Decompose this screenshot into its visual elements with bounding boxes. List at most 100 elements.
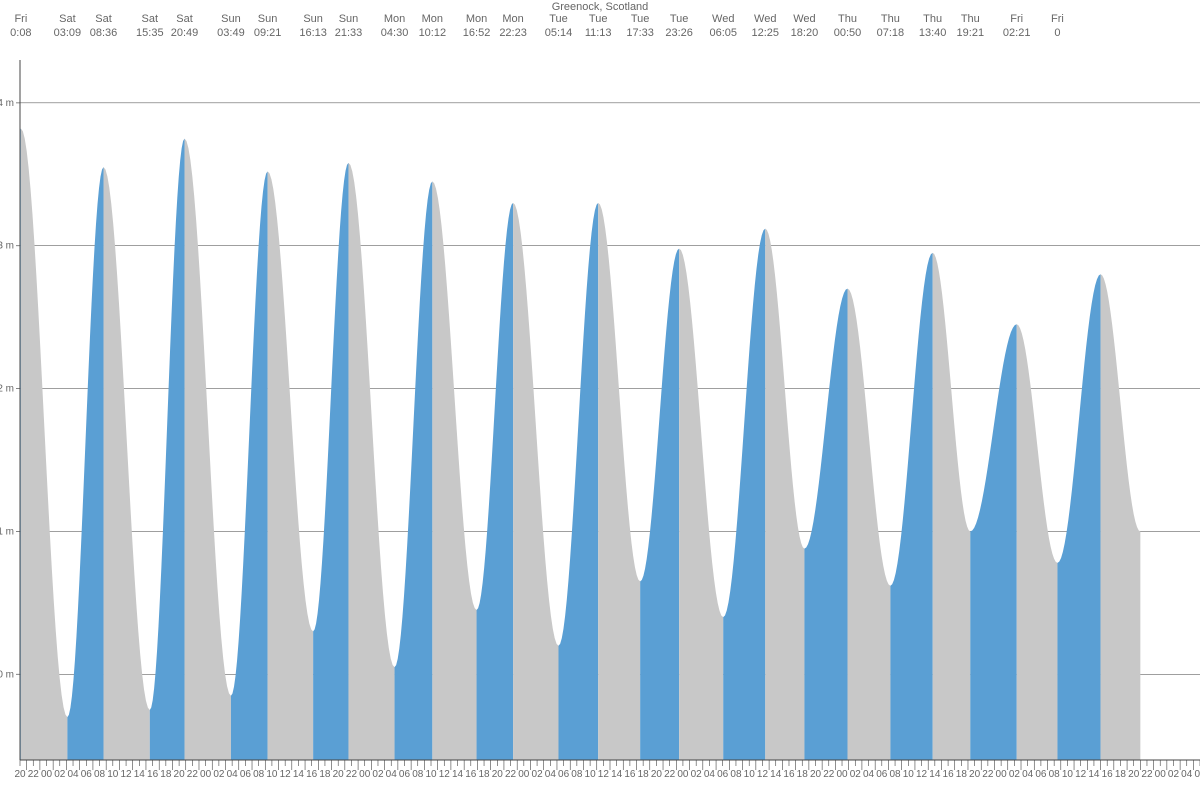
x-tick-label: 10 — [107, 769, 119, 780]
x-tick-label: 00 — [359, 769, 371, 780]
x-tick-label: 18 — [956, 769, 968, 780]
x-tick-label: 02 — [1009, 769, 1021, 780]
x-tick-label: 22 — [187, 769, 199, 780]
x-tick-label: 02 — [54, 769, 66, 780]
header-time: 21:33 — [335, 27, 363, 39]
header-time: 08:36 — [90, 27, 118, 39]
x-tick-label: 18 — [797, 769, 809, 780]
header-day: Tue — [549, 13, 568, 25]
x-tick-label: 16 — [306, 769, 318, 780]
header-day: Thu — [961, 13, 980, 25]
x-tick-label: 14 — [1088, 769, 1100, 780]
header-time: 05:14 — [545, 27, 573, 39]
header-day: Sat — [95, 13, 112, 25]
x-tick-label: 18 — [478, 769, 490, 780]
header-time: 04:30 — [381, 27, 409, 39]
header-time: 0:08 — [10, 27, 31, 39]
x-tick-label: 14 — [611, 769, 623, 780]
header-day: Tue — [631, 13, 650, 25]
x-tick-label: 12 — [757, 769, 769, 780]
x-tick-label: 16 — [783, 769, 795, 780]
x-tick-label: 00 — [1155, 769, 1167, 780]
x-tick-label: 00 — [518, 769, 530, 780]
x-tick-label: 00 — [677, 769, 689, 780]
y-tick-label: 4 m — [0, 98, 14, 109]
header-time: 23:26 — [665, 27, 693, 39]
x-tick-label: 20 — [492, 769, 504, 780]
x-tick-label: 06 — [558, 769, 570, 780]
header-time: 17:33 — [626, 27, 654, 39]
y-tick-label: 2 m — [0, 384, 14, 395]
x-tick-label: 02 — [1168, 769, 1180, 780]
header-time: 18:20 — [791, 27, 819, 39]
x-tick-label: 20 — [651, 769, 663, 780]
x-tick-label: 22 — [982, 769, 994, 780]
x-tick-label: 06 — [1194, 769, 1200, 780]
x-tick-label: 08 — [571, 769, 583, 780]
header-day: Wed — [712, 13, 734, 25]
x-tick-label: 12 — [598, 769, 610, 780]
x-tick-label: 16 — [147, 769, 159, 780]
x-tick-label: 12 — [916, 769, 928, 780]
header-time: 16:52 — [463, 27, 491, 39]
header-day: Sun — [258, 13, 278, 25]
x-tick-label: 06 — [1035, 769, 1047, 780]
x-tick-label: 14 — [293, 769, 305, 780]
header-day: Sat — [176, 13, 193, 25]
x-tick-label: 04 — [67, 769, 79, 780]
x-tick-label: 14 — [770, 769, 782, 780]
x-tick-label: 12 — [1075, 769, 1087, 780]
x-tick-label: 10 — [903, 769, 915, 780]
x-tick-label: 08 — [1049, 769, 1061, 780]
x-tick-label: 16 — [465, 769, 477, 780]
x-tick-label: 02 — [850, 769, 862, 780]
x-tick-label: 14 — [929, 769, 941, 780]
header-time: 09:21 — [254, 27, 282, 39]
header-day: Sat — [142, 13, 159, 25]
x-tick-label: 20 — [333, 769, 345, 780]
x-tick-label: 06 — [876, 769, 888, 780]
x-tick-label: 16 — [1102, 769, 1114, 780]
header-time: 11:13 — [585, 27, 612, 39]
x-tick-label: 02 — [372, 769, 384, 780]
x-tick-label: 08 — [94, 769, 106, 780]
header-day: Fri — [1010, 13, 1023, 25]
header-time: 13:40 — [919, 27, 947, 39]
header-time: 07:18 — [877, 27, 905, 39]
x-tick-label: 00 — [836, 769, 848, 780]
x-tick-label: 22 — [505, 769, 517, 780]
header-time: 20:49 — [171, 27, 199, 39]
x-tick-label: 20 — [174, 769, 186, 780]
header-day: Mon — [422, 13, 443, 25]
x-tick-label: 04 — [1022, 769, 1034, 780]
x-tick-label: 18 — [160, 769, 172, 780]
header-day: Sat — [59, 13, 76, 25]
x-tick-label: 04 — [704, 769, 716, 780]
x-tick-label: 04 — [386, 769, 398, 780]
x-tick-label: 08 — [412, 769, 424, 780]
header-time: 06:05 — [709, 27, 737, 39]
x-tick-label: 18 — [638, 769, 650, 780]
x-tick-label: 00 — [200, 769, 212, 780]
x-tick-label: 12 — [121, 769, 133, 780]
header-day: Mon — [384, 13, 405, 25]
x-tick-label: 10 — [266, 769, 278, 780]
header-day: Thu — [923, 13, 942, 25]
x-tick-label: 14 — [452, 769, 464, 780]
header-time: 16:13 — [299, 27, 327, 39]
x-tick-label: 08 — [253, 769, 265, 780]
y-tick-label: 1 m — [0, 526, 14, 537]
x-tick-label: 08 — [889, 769, 901, 780]
y-tick-label: 3 m — [0, 241, 14, 252]
x-tick-label: 10 — [425, 769, 437, 780]
x-tick-label: 20 — [1128, 769, 1140, 780]
header-time: 19:21 — [957, 27, 985, 39]
tide-chart: 0 m1 m2 m3 m4 m2022000204060810121416182… — [0, 0, 1200, 800]
x-tick-label: 16 — [624, 769, 636, 780]
x-tick-label: 18 — [1115, 769, 1127, 780]
x-tick-label: 04 — [545, 769, 557, 780]
x-tick-label: 12 — [280, 769, 292, 780]
x-tick-label: 10 — [744, 769, 756, 780]
header-time: 03:49 — [217, 27, 245, 39]
header-day: Mon — [502, 13, 523, 25]
